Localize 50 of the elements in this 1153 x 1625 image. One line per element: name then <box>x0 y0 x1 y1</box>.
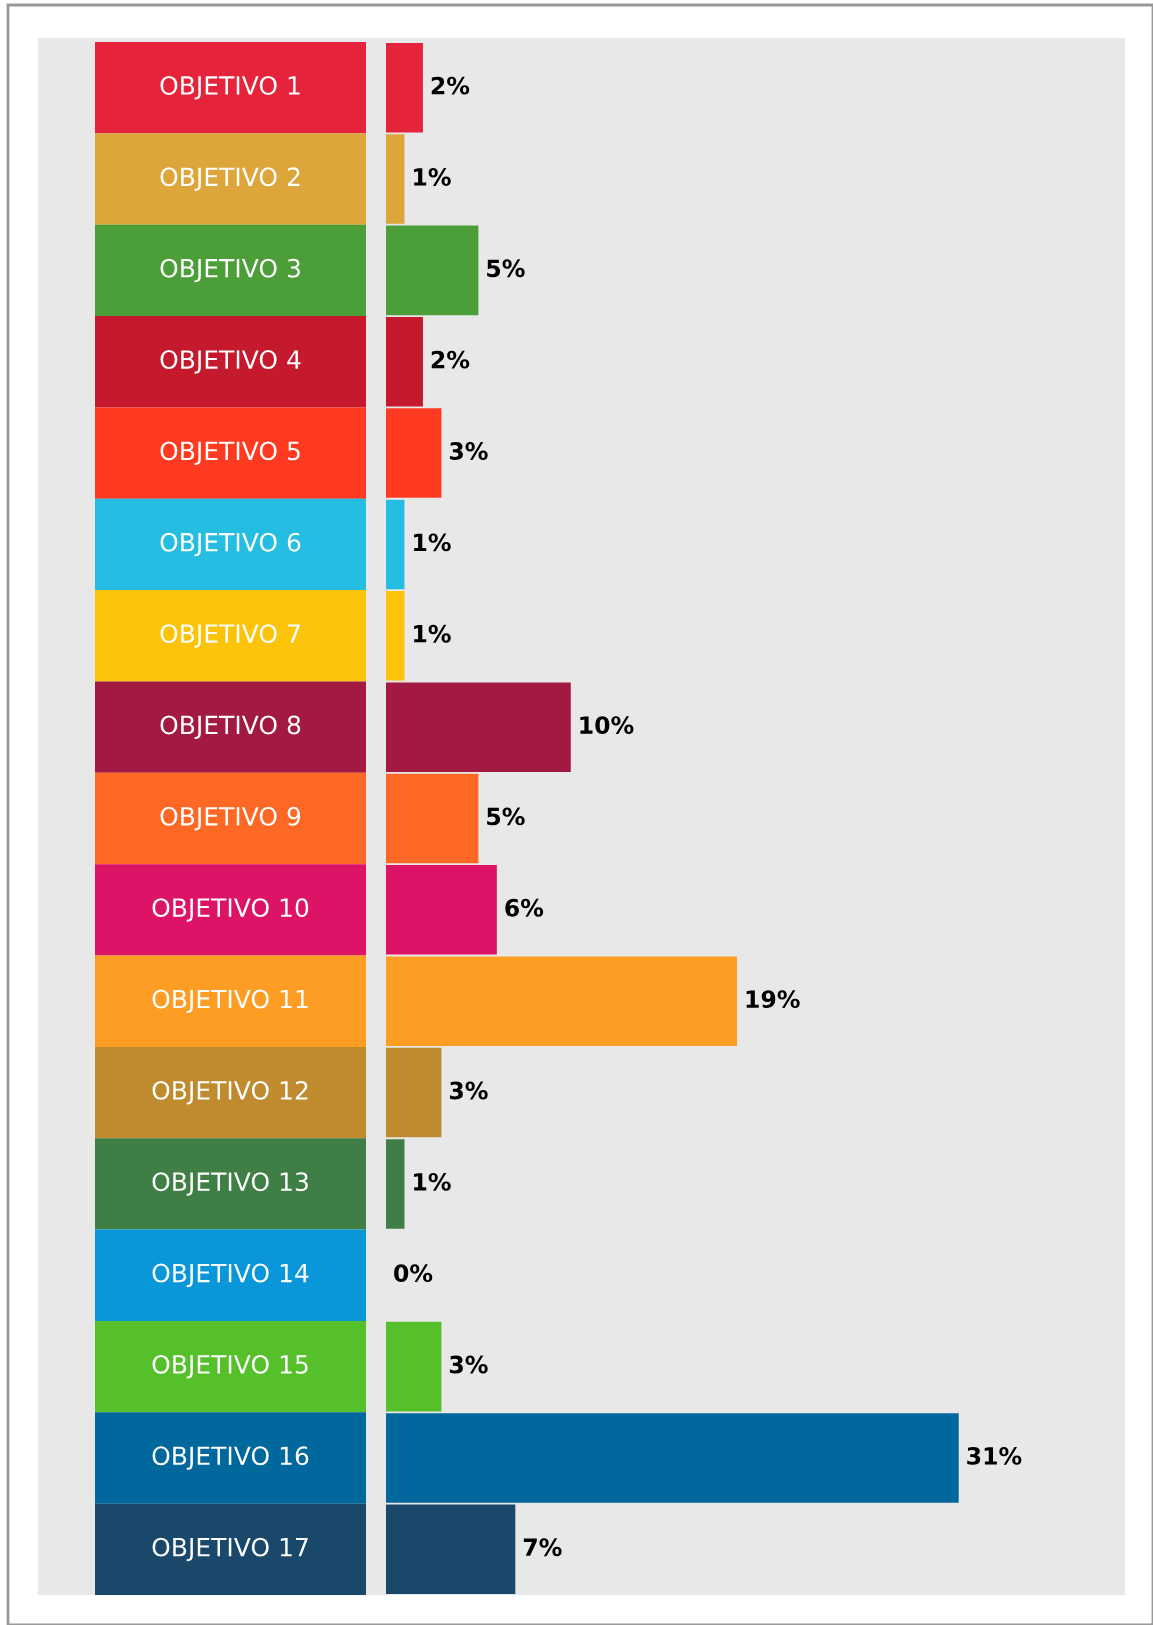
bar <box>386 408 442 498</box>
bar <box>386 316 423 407</box>
y-tick-label: OBJETIVO 6 <box>160 532 301 557</box>
bar <box>386 1504 516 1595</box>
bar <box>386 42 423 133</box>
y-tick-label: OBJETIVO 14 <box>152 1263 309 1288</box>
data-label: 2% <box>431 76 470 95</box>
data-label: 31% <box>967 1446 1022 1465</box>
y-tick-label: OBJETIVO 7 <box>160 624 300 648</box>
bar <box>386 591 405 681</box>
y-tick-label: OBJETIVO 11 <box>152 989 308 1014</box>
bar <box>386 1413 959 1503</box>
data-label: 1% <box>414 533 451 552</box>
y-tick-label: OBJETIVO 16 <box>152 1446 309 1470</box>
y-tick-label: OBJETIVO 12 <box>152 1080 308 1105</box>
data-label: 3% <box>449 1355 488 1374</box>
y-tick-label: OBJETIVO 17 <box>152 1537 308 1562</box>
data-label: 10% <box>580 716 634 734</box>
y-tick-label: OBJETIVO 1 <box>160 76 300 100</box>
bar <box>386 1321 442 1412</box>
y-tick-label: OBJETIVO 10 <box>152 898 309 922</box>
bar <box>386 499 405 590</box>
y-tick-label: OBJETIVO 13 <box>152 1172 308 1196</box>
data-label: 3% <box>449 1081 488 1100</box>
data-label: 1% <box>414 168 451 186</box>
data-label: 19% <box>746 990 800 1009</box>
bar <box>386 956 738 1046</box>
bar <box>386 773 479 864</box>
bar <box>386 1047 442 1138</box>
data-label: 1% <box>414 1172 451 1191</box>
data-label: 7% <box>523 1538 562 1557</box>
data-label: 1% <box>414 624 451 643</box>
data-label: 5% <box>487 259 525 278</box>
bar <box>386 225 479 316</box>
bar <box>386 865 497 955</box>
data-label: 0% <box>394 1264 433 1283</box>
data-label: 5% <box>487 807 525 826</box>
bar <box>386 1139 405 1229</box>
data-label: 3% <box>449 442 488 460</box>
y-tick-label: OBJETIVO 15 <box>152 1354 308 1379</box>
bar <box>386 134 405 224</box>
y-tick-label: OBJETIVO 3 <box>160 258 300 283</box>
data-label: 2% <box>431 350 470 369</box>
y-tick-label: OBJETIVO 2 <box>160 167 300 191</box>
data-label: 6% <box>505 898 544 917</box>
bar <box>386 682 571 772</box>
y-tick-label: OBJETIVO 4 <box>160 350 301 374</box>
y-tick-label: OBJETIVO 8 <box>160 715 301 740</box>
y-tick-label: OBJETIVO 5 <box>160 441 300 465</box>
y-tick-label: OBJETIVO 9 <box>160 806 301 831</box>
